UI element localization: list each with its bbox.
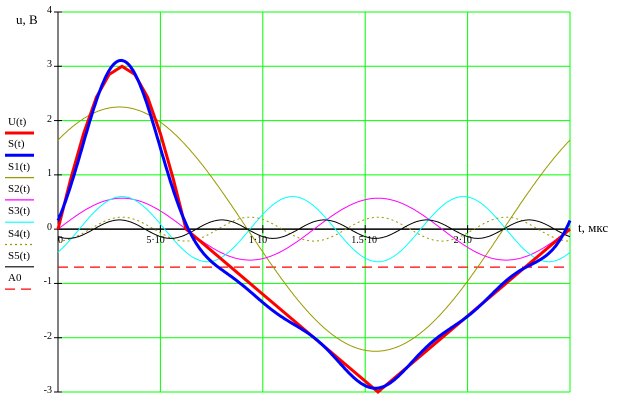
y-tick-label: -3 [43,385,52,396]
y-tick-label: -1 [43,276,52,288]
x-tick-label: 5·10 [146,235,165,247]
y-tick-label: 1 [47,167,52,179]
y-tick-label: 2 [47,113,52,125]
y-tick-label: 3 [47,59,52,71]
legend-label: S3(t) [8,205,30,218]
y-tick-label: -2 [43,330,52,342]
series-S5-line [57,219,571,239]
y-tick-label: 4 [47,5,52,16]
x-tick-label: 0 [58,235,63,247]
series-S2-line [57,197,571,261]
legend-label: S2(t) [8,182,30,195]
x-tick-label: 2·10 [453,235,472,247]
series-S-line [56,58,572,390]
legend-label: S4(t) [8,227,30,240]
series-S1-line [57,106,571,352]
x-axis-label: t, мкс [578,220,609,235]
legend-label: S(t) [8,138,25,151]
series-S4-line [58,216,570,242]
legend-label: S1(t) [8,160,30,173]
legend-label: A0 [8,272,22,285]
series-S3-line [57,196,571,263]
y-tick-label: 0 [47,222,52,234]
legend-label: U(t) [8,116,27,128]
y-axis-label: u, B [16,12,38,27]
x-tick-label: 1.5·10 [351,235,378,247]
legend-label: S5(t) [8,249,30,262]
x-tick-label: 1·10 [248,235,268,247]
